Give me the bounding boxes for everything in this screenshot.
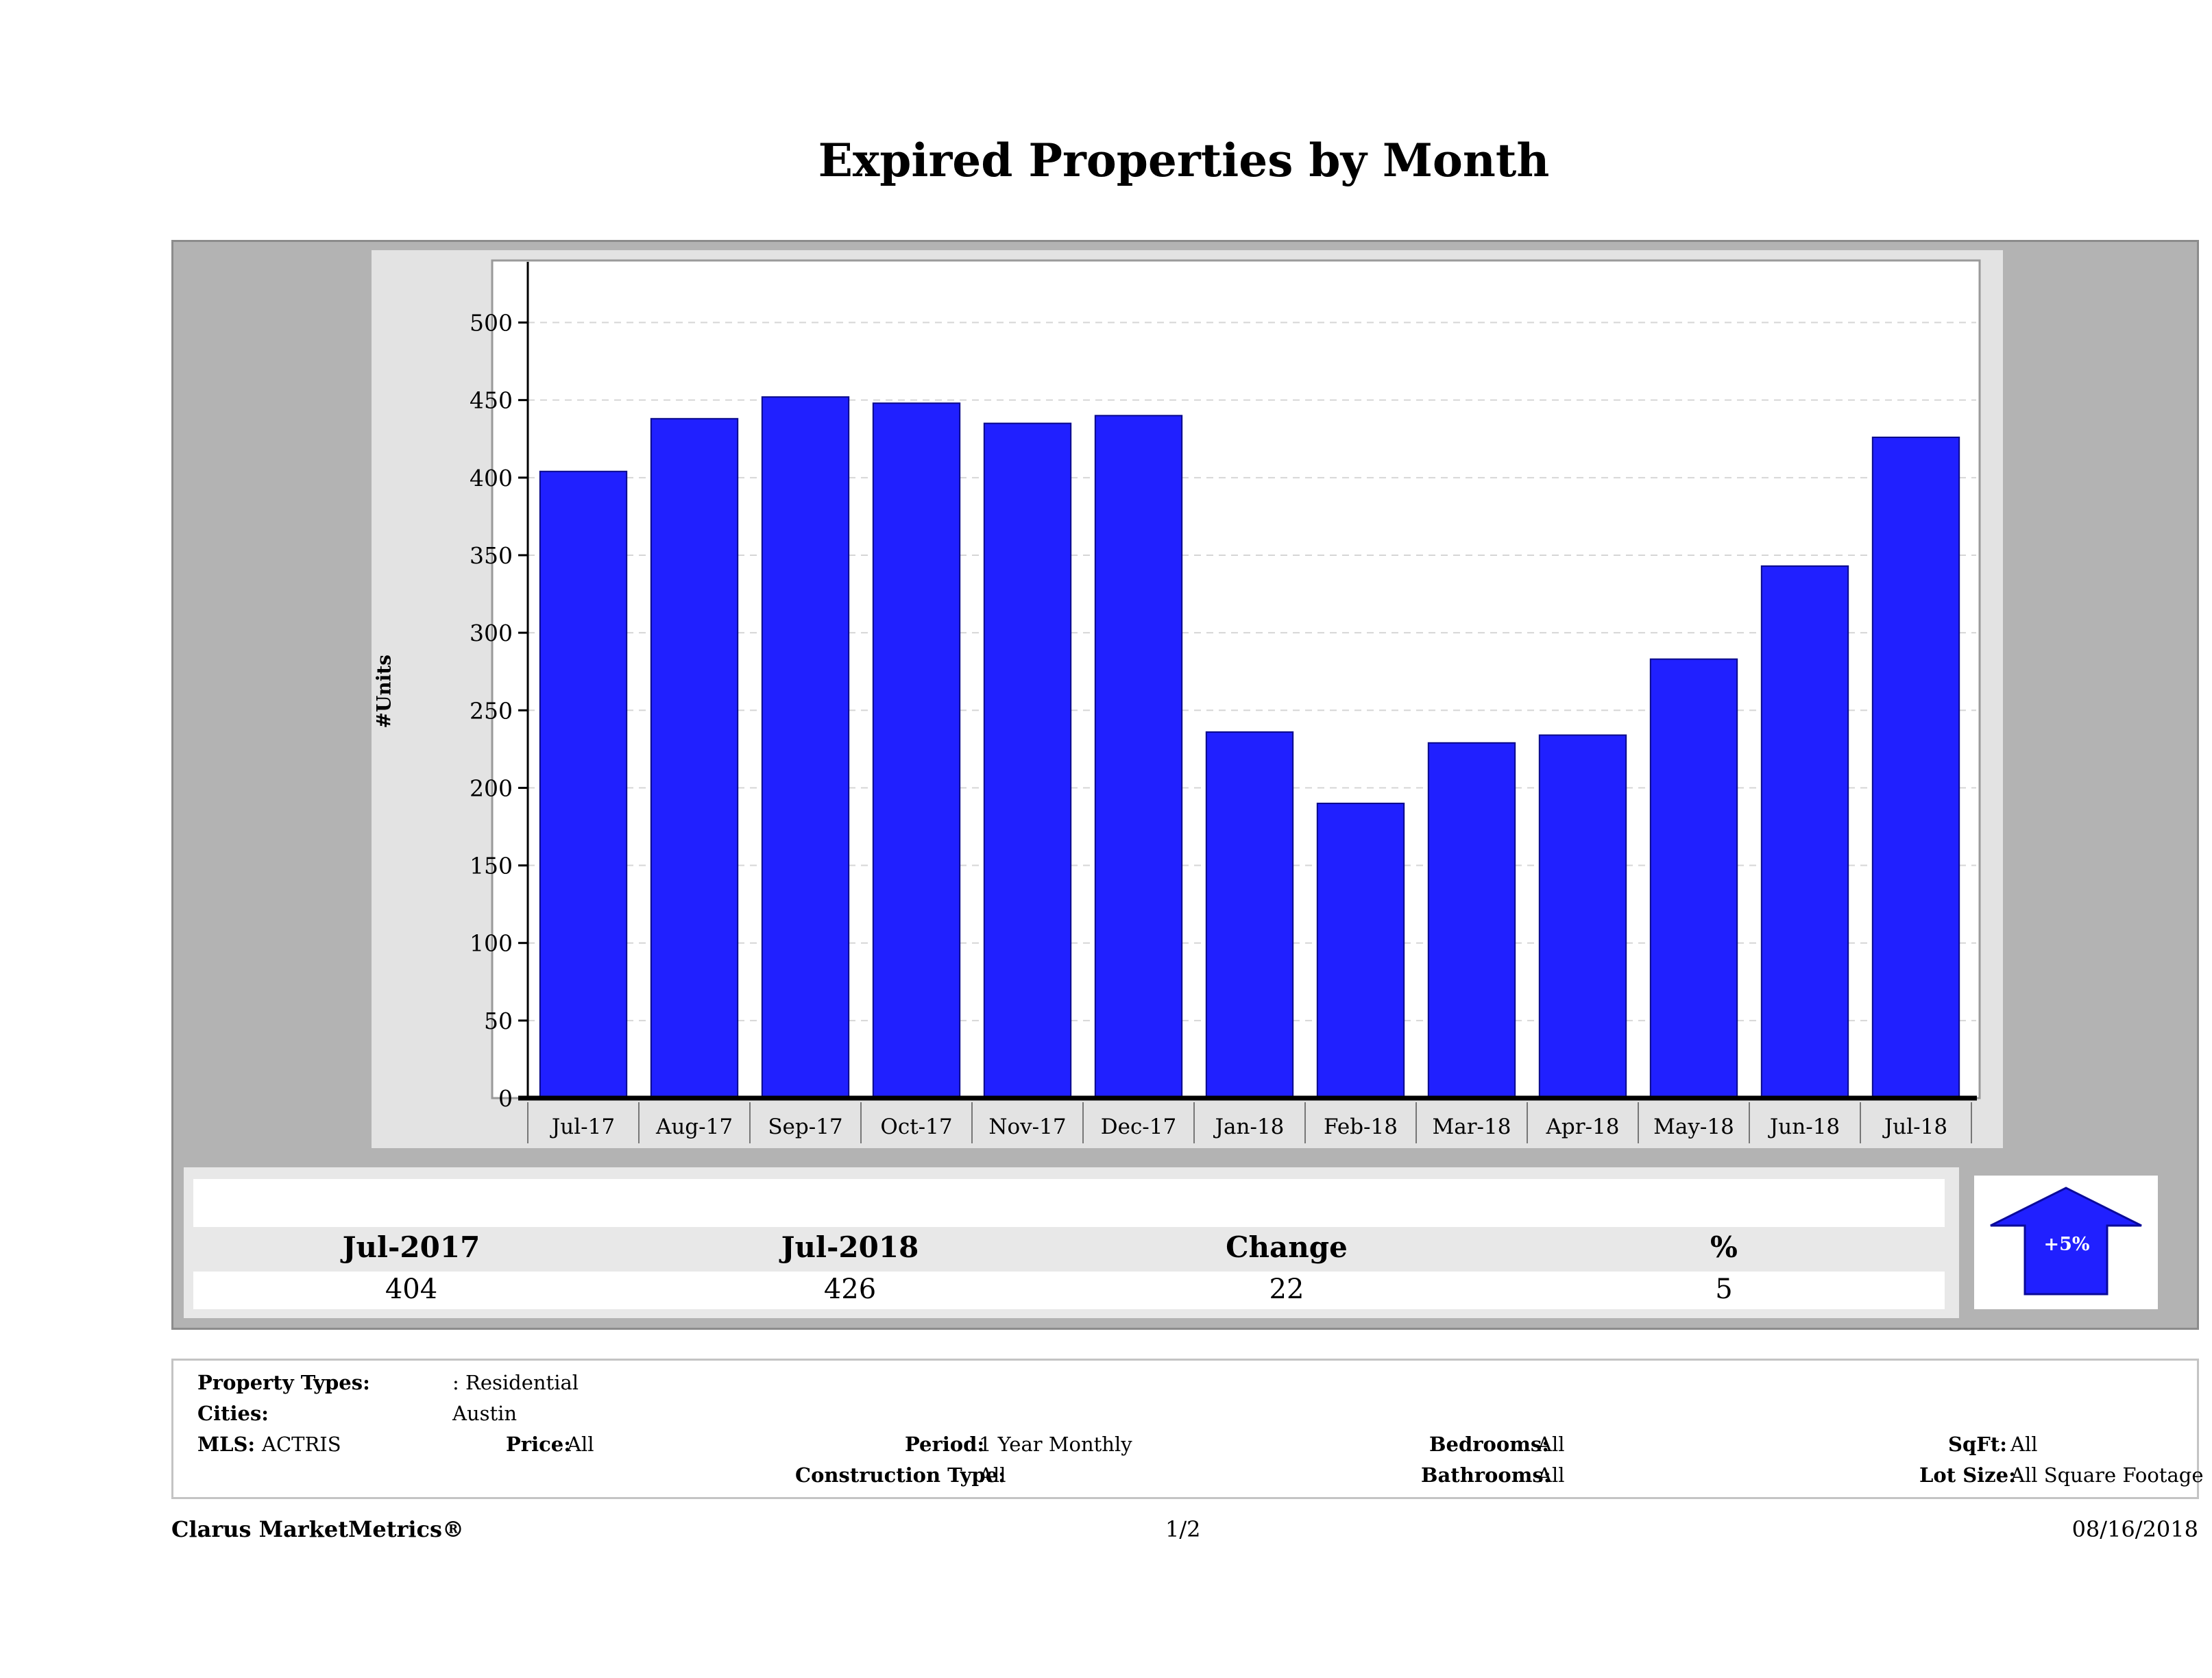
x-tick-label: Sep-17 bbox=[768, 1115, 842, 1139]
bedrooms-label: Bedrooms: bbox=[1429, 1433, 1549, 1456]
bar bbox=[1871, 436, 1960, 1099]
bar bbox=[983, 422, 1072, 1099]
y-tick-label: 350 bbox=[470, 542, 513, 569]
y-tick-label: 50 bbox=[484, 1008, 513, 1034]
summary-header-start: Jul-2017 bbox=[342, 1230, 481, 1264]
bar-chart: 0 50 100 150 200 250 300 350 400 450 500 Jul-17 Aug-… bbox=[470, 259, 1981, 1143]
price-label: Price: bbox=[506, 1433, 571, 1456]
y-axis-title: #Units bbox=[372, 654, 396, 729]
period-label: Period: bbox=[905, 1433, 985, 1456]
summary-header-percent: % bbox=[1710, 1230, 1738, 1264]
lot-size-value: All Square Footage bbox=[2010, 1463, 2204, 1487]
mls-label: MLS: bbox=[197, 1433, 256, 1456]
x-tick-label: Jun-18 bbox=[1768, 1115, 1840, 1139]
sqft-value: All bbox=[2010, 1433, 2038, 1456]
bar bbox=[1094, 415, 1183, 1099]
cities-label: Cities: bbox=[197, 1402, 269, 1425]
y-tick-label: 500 bbox=[470, 310, 513, 337]
footer-page-number: 1/2 bbox=[1165, 1516, 1201, 1542]
y-tick-label: 450 bbox=[470, 387, 513, 414]
change-indicator bbox=[1974, 1176, 2158, 1309]
y-tick-label: 250 bbox=[470, 697, 513, 724]
bathrooms-label: Bathrooms: bbox=[1421, 1463, 1551, 1487]
y-tick-label: 400 bbox=[470, 465, 513, 491]
page-title: Expired Properties by Month bbox=[818, 134, 1550, 187]
property-types-label: Property Types: bbox=[197, 1371, 370, 1394]
footer-brand: Clarus MarketMetrics® bbox=[171, 1516, 465, 1542]
bar bbox=[1205, 731, 1294, 1099]
bar bbox=[1538, 734, 1627, 1099]
x-tick-label: Nov-17 bbox=[988, 1115, 1066, 1139]
summary-value-row bbox=[193, 1272, 1945, 1309]
footer-date: 08/16/2018 bbox=[2071, 1516, 2198, 1542]
search-criteria bbox=[171, 1359, 2199, 1499]
bar bbox=[1649, 658, 1738, 1099]
summary-value-percent: 5 bbox=[1715, 1274, 1733, 1305]
x-tick-label: Oct-17 bbox=[880, 1115, 952, 1139]
property-types-value: : Residential bbox=[452, 1371, 579, 1394]
summary-blank-row bbox=[193, 1179, 1945, 1227]
bar bbox=[1316, 803, 1405, 1099]
x-tick-label: Dec-17 bbox=[1101, 1115, 1176, 1139]
bar bbox=[761, 396, 850, 1099]
summary-header-change: Change bbox=[1226, 1230, 1348, 1264]
cities-value: Austin bbox=[452, 1402, 518, 1425]
x-tick-label: Jul-18 bbox=[1882, 1115, 1947, 1139]
y-tick-label: 100 bbox=[470, 930, 513, 957]
x-tick-label: Jan-18 bbox=[1213, 1115, 1285, 1139]
period-value: 1 Year Monthly bbox=[979, 1433, 1132, 1456]
bedrooms-value: All bbox=[1538, 1433, 1565, 1456]
price-value: All bbox=[567, 1433, 594, 1456]
x-tick-label: Aug-17 bbox=[655, 1115, 733, 1139]
construction-type-label: Construction Type: bbox=[795, 1463, 1006, 1487]
bar bbox=[650, 417, 739, 1099]
y-tick-label: 0 bbox=[498, 1085, 513, 1112]
y-tick-label: 150 bbox=[470, 853, 513, 879]
y-tick-label: 300 bbox=[470, 620, 513, 646]
y-tick-label: 200 bbox=[470, 775, 513, 801]
bar bbox=[872, 402, 961, 1099]
bar bbox=[539, 470, 628, 1099]
x-tick-label: Jul-17 bbox=[550, 1115, 615, 1139]
construction-type-value: All bbox=[979, 1463, 1006, 1487]
x-tick-label: May-18 bbox=[1653, 1115, 1734, 1139]
x-tick-label: Feb-18 bbox=[1324, 1115, 1398, 1139]
up-arrow-icon bbox=[1990, 1187, 2142, 1296]
summary-value-start: 404 bbox=[385, 1274, 438, 1305]
sqft-label: SqFt: bbox=[1948, 1433, 2007, 1456]
x-tick-label: Apr-18 bbox=[1546, 1115, 1620, 1139]
bar bbox=[1760, 565, 1849, 1099]
bathrooms-value: All bbox=[1538, 1463, 1565, 1487]
mls-value: ACTRIS bbox=[262, 1433, 341, 1456]
bar bbox=[1427, 742, 1516, 1099]
change-badge: +5% bbox=[2043, 1234, 2090, 1255]
summary-value-end: 426 bbox=[823, 1274, 877, 1305]
summary-header-end: Jul-2018 bbox=[781, 1230, 919, 1264]
lot-size-label: Lot Size: bbox=[1919, 1463, 2016, 1487]
summary-value-change: 22 bbox=[1269, 1274, 1304, 1305]
x-tick-label: Mar-18 bbox=[1433, 1115, 1511, 1139]
